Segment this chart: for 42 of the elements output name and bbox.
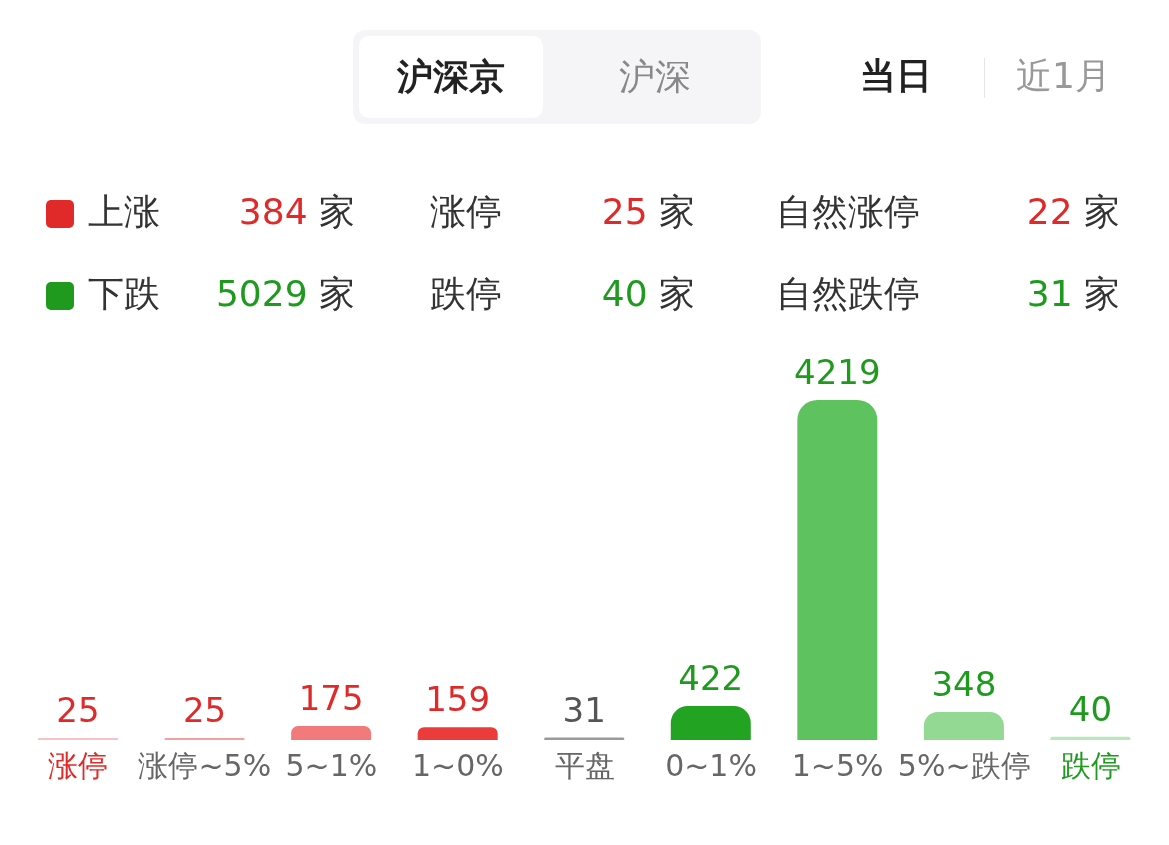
data-label: 159 (425, 679, 491, 720)
bar (670, 705, 751, 740)
data-label: 40 (1068, 688, 1113, 729)
data-label: 31 (562, 689, 606, 730)
text: 涨停 (430, 190, 502, 234)
text: 自然涨停 (776, 190, 920, 234)
text: 近1月 (1016, 54, 1111, 98)
data-label: 422 (678, 657, 744, 698)
x-tick-label: 5~1% (285, 748, 378, 783)
text: 5029 家 (215, 273, 355, 314)
text: 下跌 (88, 272, 160, 316)
x-tick-label: 涨停 (48, 748, 109, 783)
text: 31 家 (1026, 273, 1120, 314)
text: 沪深 (618, 54, 692, 99)
x-tick-label: 1~0% (412, 748, 504, 783)
bar (797, 400, 878, 740)
bar (38, 737, 118, 740)
data-label: 4219 (794, 352, 881, 392)
data-label: 25 (182, 689, 227, 730)
bar (923, 711, 1004, 740)
x-tick-label: 跌停 (1060, 748, 1121, 783)
text: 自然跌停 (776, 272, 920, 316)
x-tick-label: 5%~跌停 (897, 748, 1031, 783)
text: 上涨 (88, 190, 160, 234)
data-label: 348 (931, 663, 997, 704)
x-tick-label: 涨停~5% (138, 748, 272, 783)
data-label: 175 (298, 677, 364, 718)
bar (417, 727, 498, 740)
text: 沪深京 (359, 36, 543, 118)
x-tick-label: 1~5% (791, 748, 884, 783)
text: 384 家 (238, 191, 355, 232)
bar (291, 725, 372, 740)
x-tick-label: 0~1% (665, 748, 757, 783)
text: 22 家 (1026, 191, 1120, 232)
data-label: 25 (56, 689, 100, 730)
x-tick-label: 平盘 (554, 748, 615, 783)
bar (1050, 736, 1131, 740)
text: 当日 (860, 54, 932, 98)
text: 跌停 (430, 272, 502, 316)
text: 25 家 (601, 191, 695, 232)
text: 40 家 (601, 273, 695, 314)
bar (164, 737, 245, 740)
